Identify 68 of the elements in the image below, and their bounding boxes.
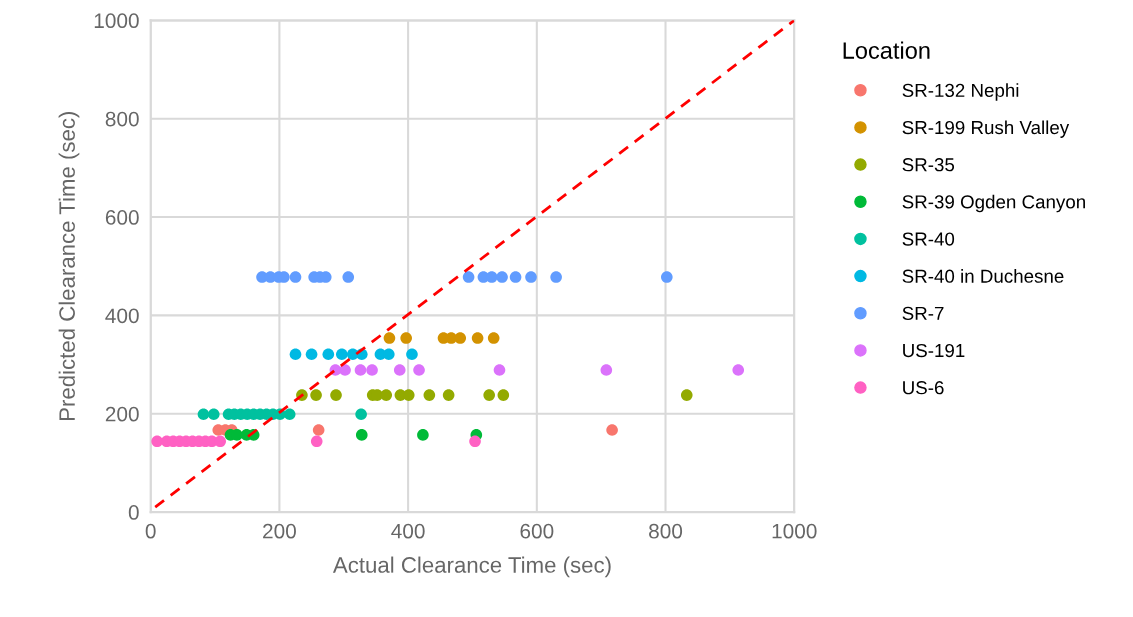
point [342,271,355,283]
point [406,348,418,361]
y-tick-label: 200 [105,406,139,422]
point [310,435,323,448]
y-tick-label: 0 [128,505,139,520]
point [680,389,693,401]
legend-label: SR-39 Ogden Canyon [902,194,1085,213]
point [305,348,318,361]
y-tick-label: 400 [105,308,139,324]
x-tick-label: 600 [520,523,554,539]
x-tick-label: 1000 [772,523,817,539]
x-tick-label: 800 [649,523,683,539]
point [354,364,367,376]
legend-label: SR-132 Nephi [902,83,1019,101]
point [423,389,436,401]
point [197,408,210,421]
legend-label: US-191 [903,343,965,358]
legend-label: SR-35 [902,158,955,172]
point [661,271,673,283]
point [417,429,429,441]
x-axis-title: Actual Clearance Time (sec) [332,556,611,578]
point [310,389,322,401]
point [471,332,484,344]
legend-label: SR-40 [902,232,955,246]
point [413,364,425,376]
x-tick-label: 400 [391,523,425,539]
point [207,408,220,421]
y-tick-label: 800 [105,111,139,127]
point [393,364,406,376]
point [339,364,351,376]
point [322,348,335,361]
point [289,271,302,283]
point [454,332,467,344]
point [497,389,510,401]
point [487,332,500,344]
point [496,271,508,283]
point [493,364,506,376]
point [355,408,367,421]
point [483,389,495,401]
legend-title: Location [843,41,930,59]
point [289,348,302,361]
point [462,271,475,283]
point [525,271,537,283]
point [606,424,618,436]
point [400,332,412,344]
point [600,364,613,376]
legend-label: SR-7 [902,306,944,321]
point [312,424,325,436]
point [283,408,296,421]
point [355,429,368,441]
point [380,389,393,401]
point [469,435,481,448]
legend-label: SR-40 in Duchesne [902,269,1064,283]
point [336,348,348,361]
legend-label: US-6 [903,381,944,395]
point [366,364,378,376]
point [550,271,562,283]
y-axis-title: Predicted Clearance Time (sec) [58,111,80,421]
x-tick-label: 0 [145,523,156,539]
point [442,389,455,401]
point [732,364,745,376]
legend-label: SR-199 Rush Valley [902,120,1070,138]
x-tick-label: 200 [263,523,296,539]
point [509,271,522,283]
y-tick-label: 1000 [94,13,139,29]
y-tick-label: 600 [105,210,139,225]
point [383,332,396,344]
point [330,389,342,401]
